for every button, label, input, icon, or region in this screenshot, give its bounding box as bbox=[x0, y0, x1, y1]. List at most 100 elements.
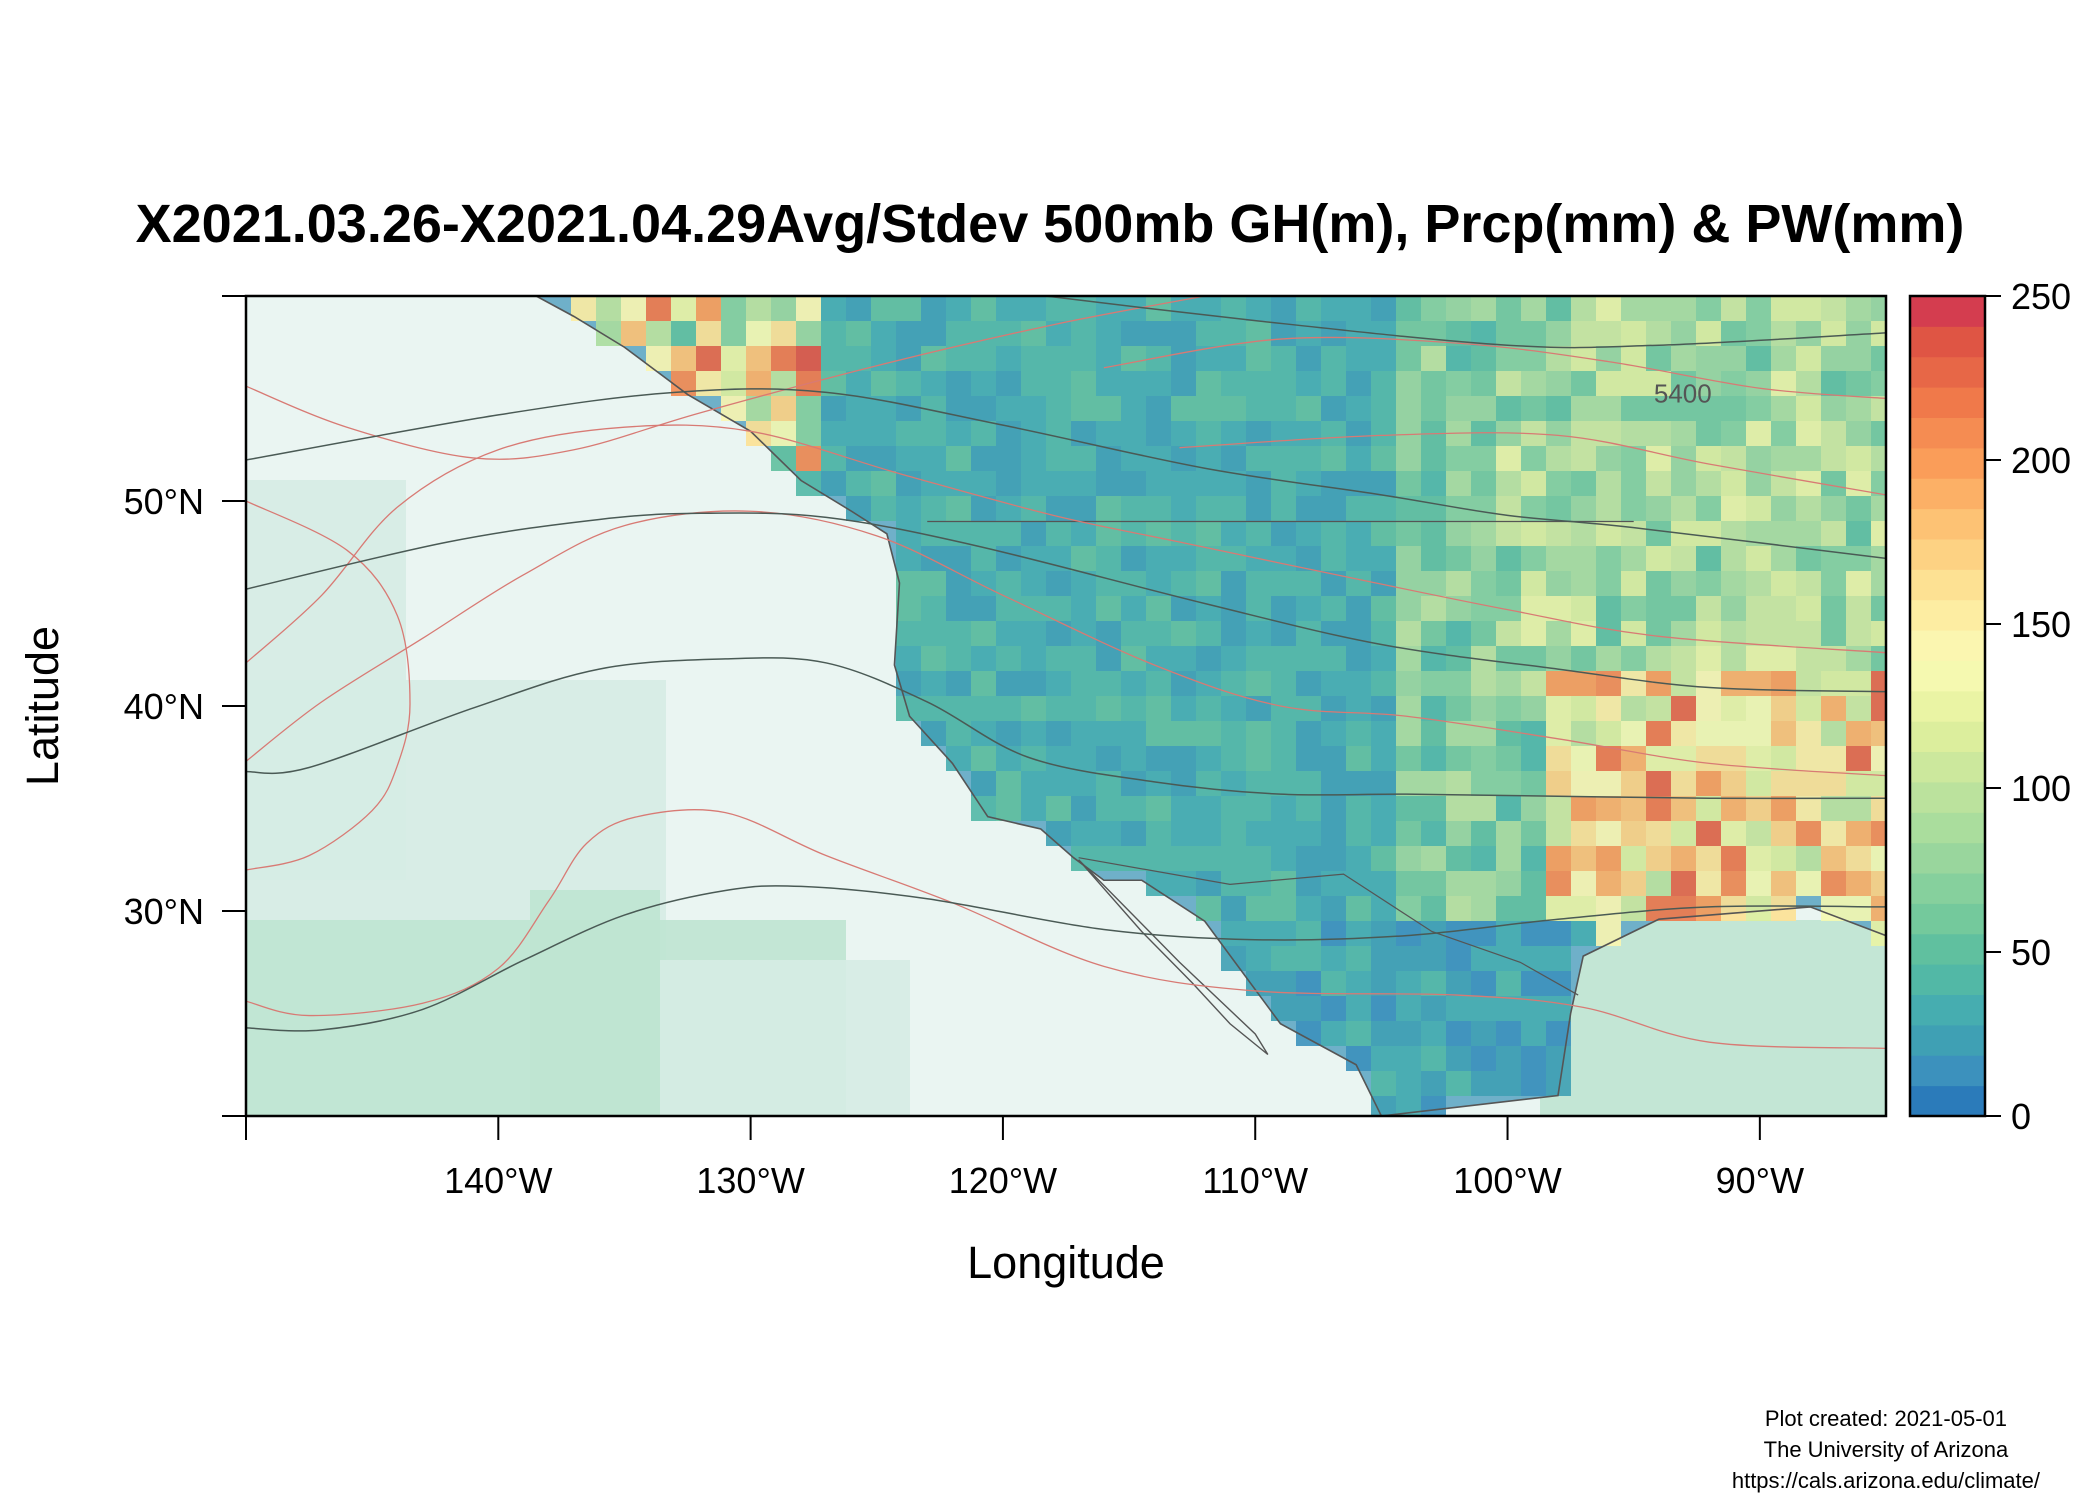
precip-cell bbox=[1471, 971, 1496, 996]
precip-cell bbox=[1446, 621, 1471, 646]
precip-cell bbox=[896, 446, 921, 471]
precip-cell bbox=[1371, 946, 1396, 971]
precip-cell bbox=[1371, 971, 1396, 996]
precip-cell bbox=[1696, 546, 1721, 571]
precip-cell bbox=[1596, 296, 1621, 321]
precip-cell bbox=[1646, 521, 1671, 546]
precip-cell bbox=[1346, 896, 1371, 921]
precip-cell bbox=[1696, 796, 1721, 821]
precip-cell bbox=[1321, 846, 1346, 871]
precip-cell bbox=[1371, 721, 1396, 746]
precip-cell bbox=[1371, 621, 1396, 646]
precip-cell bbox=[971, 671, 996, 696]
precip-cell bbox=[671, 346, 696, 371]
precip-cell bbox=[896, 621, 921, 646]
precip-cell bbox=[1696, 421, 1721, 446]
precip-cell bbox=[1621, 571, 1646, 596]
precip-cell bbox=[1821, 396, 1846, 421]
precip-cell bbox=[1721, 596, 1746, 621]
precip-cell bbox=[1246, 446, 1271, 471]
precip-cell bbox=[1696, 746, 1721, 771]
precip-cell bbox=[1471, 346, 1496, 371]
precip-cell bbox=[1246, 821, 1271, 846]
precip-cell bbox=[1746, 821, 1771, 846]
precip-cell bbox=[1046, 721, 1071, 746]
precip-cell bbox=[1071, 371, 1096, 396]
precip-cell bbox=[1696, 496, 1721, 521]
precip-cell bbox=[1271, 346, 1296, 371]
precip-cell bbox=[1546, 946, 1571, 971]
precip-cell bbox=[1446, 796, 1471, 821]
precip-cell bbox=[1596, 921, 1621, 946]
precip-cell bbox=[1296, 671, 1321, 696]
precip-cell bbox=[1871, 296, 1886, 321]
precip-cell bbox=[1196, 796, 1221, 821]
colorbar-swatch bbox=[1910, 1055, 1985, 1087]
precip-cell bbox=[1621, 671, 1646, 696]
precip-cell bbox=[1246, 496, 1271, 521]
precip-cell bbox=[1371, 921, 1396, 946]
precip-cell bbox=[921, 671, 946, 696]
precip-cell bbox=[1121, 421, 1146, 446]
precip-cell bbox=[996, 396, 1021, 421]
precip-cell bbox=[1621, 596, 1646, 621]
precip-cell bbox=[1721, 696, 1746, 721]
colorbar-swatch bbox=[1910, 751, 1985, 783]
precip-cell bbox=[1121, 796, 1146, 821]
precip-cell bbox=[1371, 421, 1396, 446]
precip-cell bbox=[1871, 346, 1886, 371]
precip-cell bbox=[946, 321, 971, 346]
precip-cell bbox=[1071, 471, 1096, 496]
precip-cell bbox=[1021, 771, 1046, 796]
precip-cell bbox=[871, 321, 896, 346]
precip-cell bbox=[796, 346, 821, 371]
precip-cell bbox=[996, 796, 1021, 821]
colorbar-swatch bbox=[1910, 721, 1985, 753]
precip-cell bbox=[996, 496, 1021, 521]
precip-cell bbox=[1521, 796, 1546, 821]
precip-cell bbox=[1421, 346, 1446, 371]
precip-cell bbox=[1421, 896, 1446, 921]
precip-cell bbox=[1321, 346, 1346, 371]
precip-cell bbox=[1746, 671, 1771, 696]
colorbar-swatch bbox=[1910, 569, 1985, 601]
precip-cell bbox=[1171, 746, 1196, 771]
colorbar-swatch bbox=[1910, 933, 1985, 965]
precip-cell bbox=[1121, 821, 1146, 846]
precip-cell bbox=[1546, 646, 1571, 671]
precip-cell bbox=[1021, 596, 1046, 621]
precip-cell bbox=[1621, 296, 1646, 321]
precip-cell bbox=[746, 296, 771, 321]
precip-cell bbox=[1096, 746, 1121, 771]
precip-cell bbox=[1546, 396, 1571, 421]
precip-cell bbox=[1546, 571, 1571, 596]
precip-cell bbox=[1321, 921, 1346, 946]
precip-cell bbox=[1746, 796, 1771, 821]
precip-cell bbox=[746, 396, 771, 421]
precip-cell bbox=[1196, 471, 1221, 496]
precip-cell bbox=[1221, 921, 1246, 946]
precip-cell bbox=[1021, 321, 1046, 346]
precip-cell bbox=[1171, 621, 1196, 646]
precip-cell bbox=[1271, 521, 1296, 546]
precip-cell bbox=[1471, 746, 1496, 771]
precip-cell bbox=[1871, 571, 1886, 596]
precip-cell bbox=[1471, 796, 1496, 821]
precip-cell bbox=[1596, 746, 1621, 771]
precip-cell bbox=[996, 746, 1021, 771]
precip-cell bbox=[1746, 396, 1771, 421]
precip-cell bbox=[1471, 546, 1496, 571]
precip-cell bbox=[1521, 696, 1546, 721]
precip-cell bbox=[1121, 471, 1146, 496]
precip-cell bbox=[1346, 846, 1371, 871]
precip-cell bbox=[1096, 296, 1121, 321]
precip-cell bbox=[1571, 421, 1596, 446]
precip-cell bbox=[1846, 521, 1871, 546]
precip-cell bbox=[1421, 721, 1446, 746]
precip-cell bbox=[1396, 971, 1421, 996]
precip-cell bbox=[1721, 646, 1746, 671]
precip-cell bbox=[1146, 621, 1171, 646]
precip-cell bbox=[1796, 421, 1821, 446]
precip-cell bbox=[1671, 321, 1696, 346]
precip-cell bbox=[1346, 996, 1371, 1021]
